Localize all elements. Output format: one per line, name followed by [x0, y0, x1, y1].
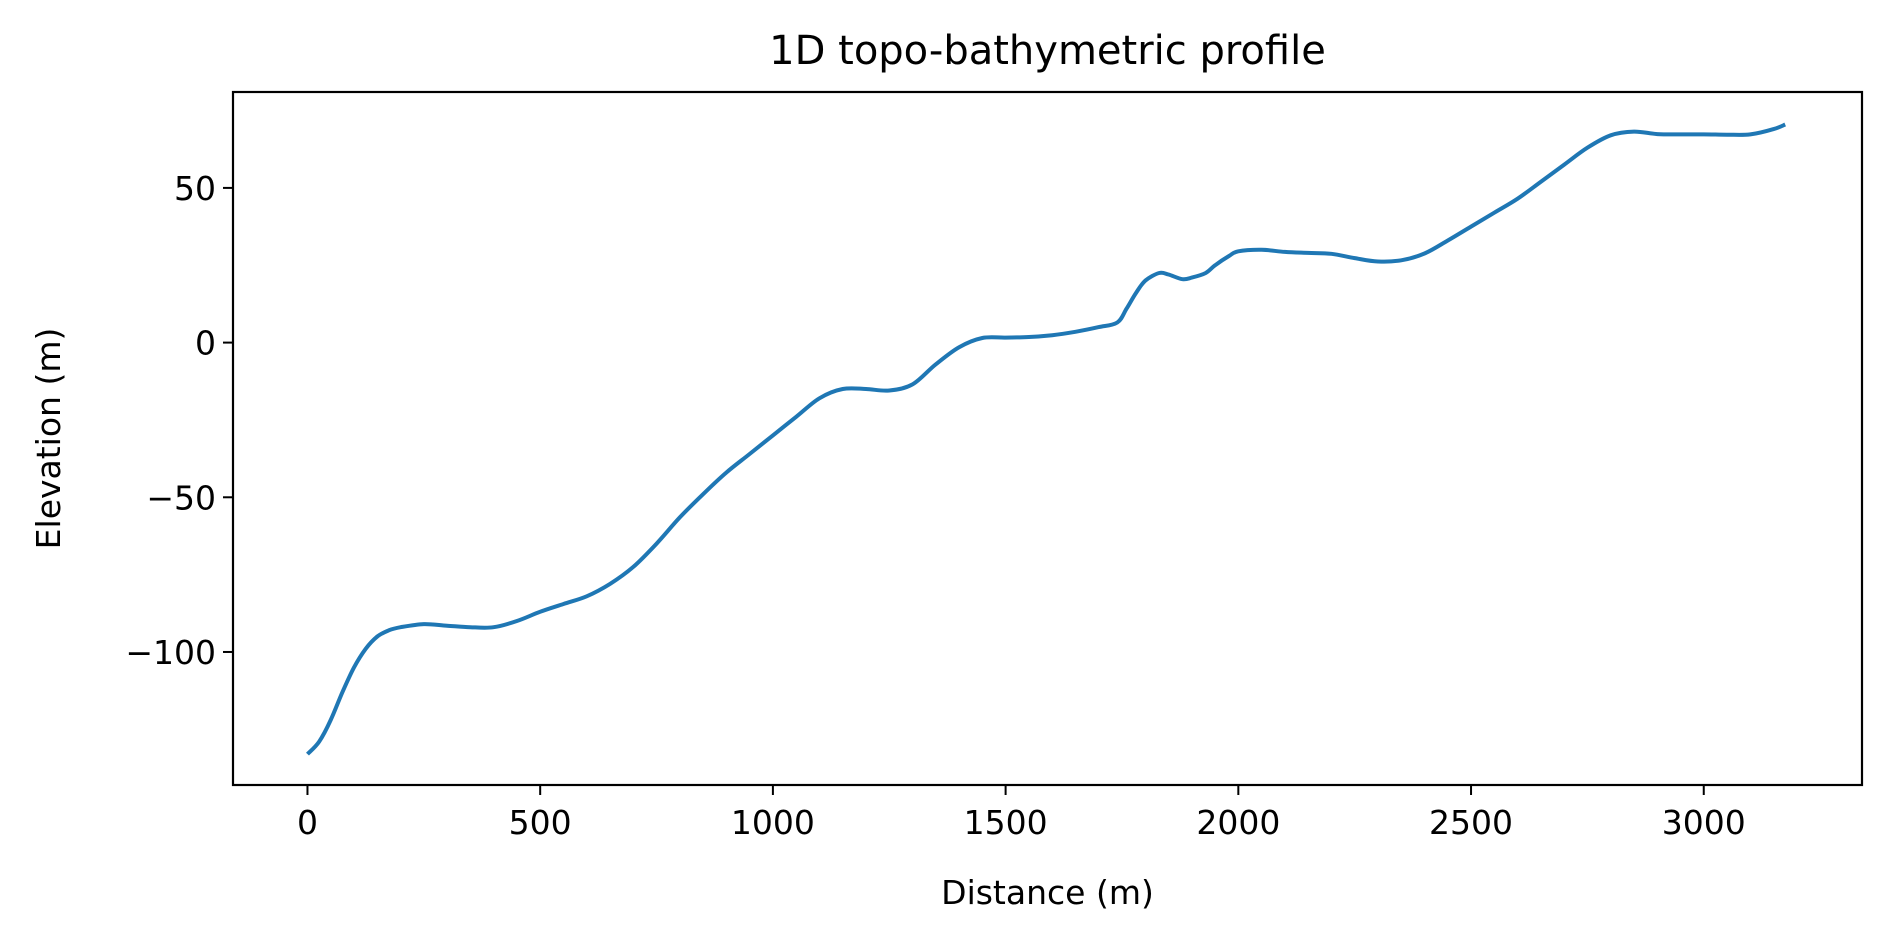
x-tick-label: 1500 — [964, 803, 1048, 842]
y-tick-label: −50 — [146, 478, 216, 517]
x-axis-label: Distance (m) — [941, 873, 1154, 912]
y-tick-label: 50 — [174, 169, 216, 208]
x-tick-label: 3000 — [1662, 803, 1746, 842]
y-axis: −100 −50 0 50 — [125, 169, 233, 672]
x-tick-label: 1000 — [731, 803, 815, 842]
x-tick-label: 0 — [297, 803, 318, 842]
y-axis-label: Elevation (m) — [29, 328, 68, 550]
y-tick-label: 0 — [195, 324, 216, 363]
x-tick-label: 2000 — [1196, 803, 1280, 842]
plot-frame — [231, 90, 1864, 787]
profile-line — [306, 122, 1787, 756]
x-tick-label: 2500 — [1429, 803, 1513, 842]
x-axis: 0 500 1000 1500 2000 2500 3000 — [297, 785, 1746, 842]
y-tick-label: −100 — [125, 633, 216, 672]
chart-title: 1D topo-bathymetric profile — [769, 28, 1326, 74]
plot-area — [306, 122, 1787, 756]
x-tick-label: 500 — [509, 803, 572, 842]
